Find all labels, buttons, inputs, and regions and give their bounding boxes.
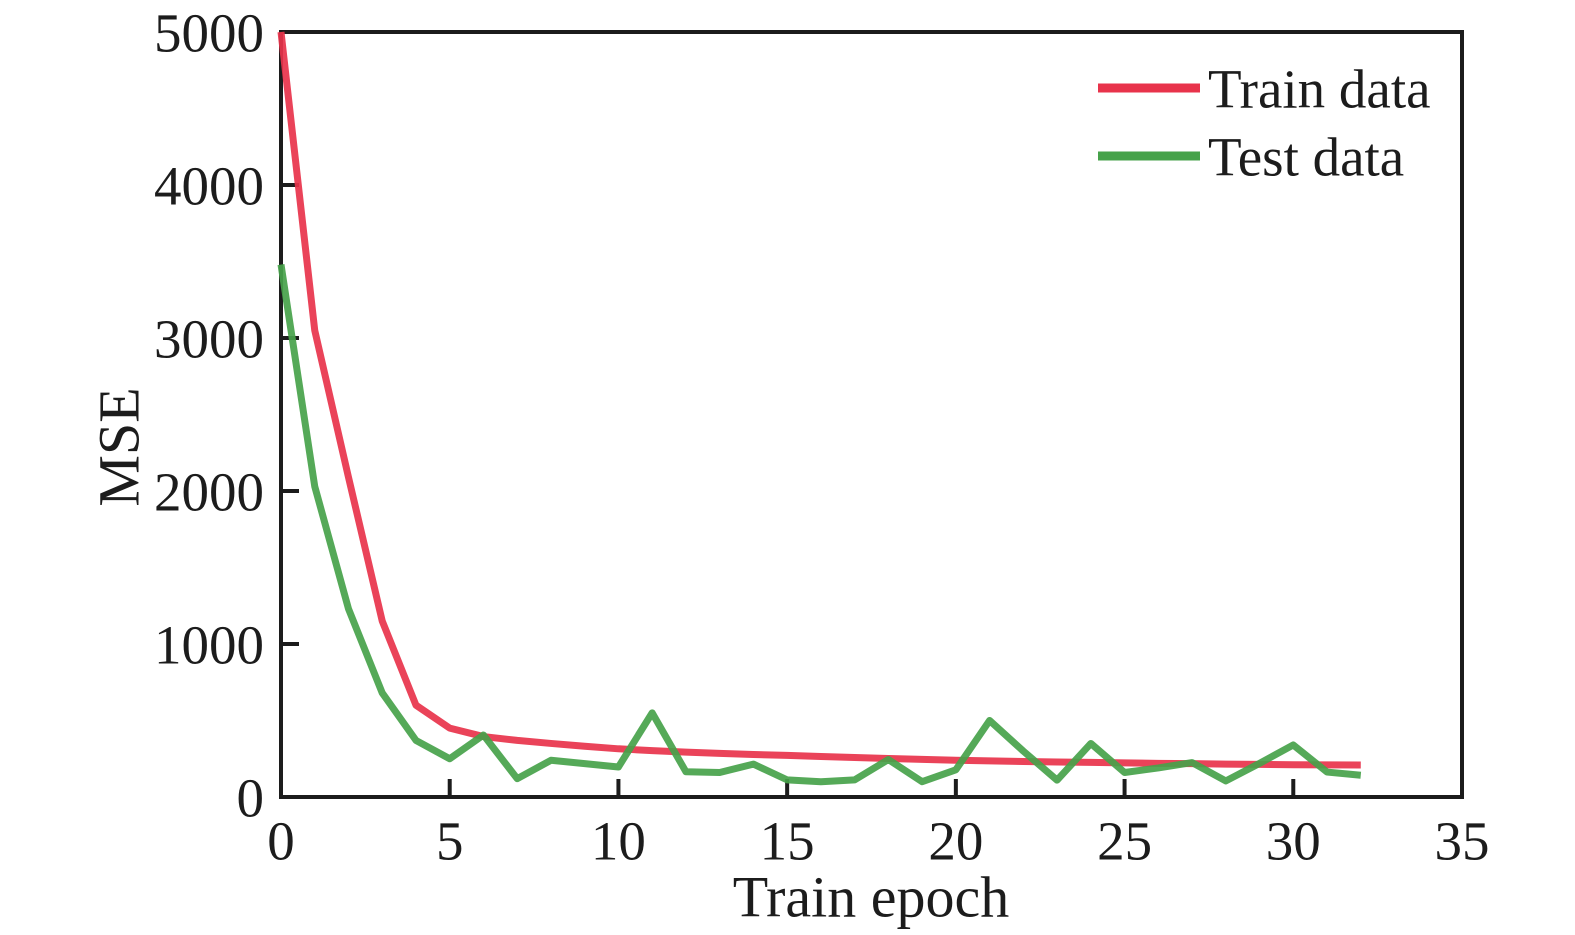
y-axis-title: MSE bbox=[86, 387, 151, 506]
plot-frame bbox=[279, 30, 1464, 799]
x-tick-label: 5 bbox=[436, 810, 464, 871]
x-tick-label: 30 bbox=[1266, 810, 1321, 871]
x-tick-label: 0 bbox=[267, 810, 295, 871]
x-tick-label: 15 bbox=[760, 810, 815, 871]
x-tick-label: 35 bbox=[1435, 810, 1490, 871]
legend-label-train-data: Train data bbox=[1208, 58, 1431, 119]
y-tick-label: 1000 bbox=[154, 614, 264, 675]
x-tick-label: 10 bbox=[591, 810, 646, 871]
axis-tick-labels: 0 5 10 15 20 25 30 35 0 1000 2000 3000 4000 5000 bbox=[154, 2, 1490, 871]
legend: Train data Test data bbox=[1098, 58, 1431, 187]
train-data-line bbox=[277, 31, 1361, 769]
x-tick-label: 25 bbox=[1097, 810, 1152, 871]
y-tick-label: 4000 bbox=[154, 155, 264, 216]
data-series bbox=[277, 31, 1362, 786]
y-tick-label: 0 bbox=[237, 767, 265, 828]
legend-label-test-data: Test data bbox=[1208, 126, 1404, 187]
y-tick-label: 3000 bbox=[154, 308, 264, 369]
test-data-line bbox=[277, 264, 1362, 786]
y-tick-label: 5000 bbox=[154, 2, 264, 63]
y-tick-label: 2000 bbox=[154, 461, 264, 522]
x-tick-label: 20 bbox=[928, 810, 983, 871]
x-axis-title: Train epoch bbox=[733, 864, 1010, 929]
